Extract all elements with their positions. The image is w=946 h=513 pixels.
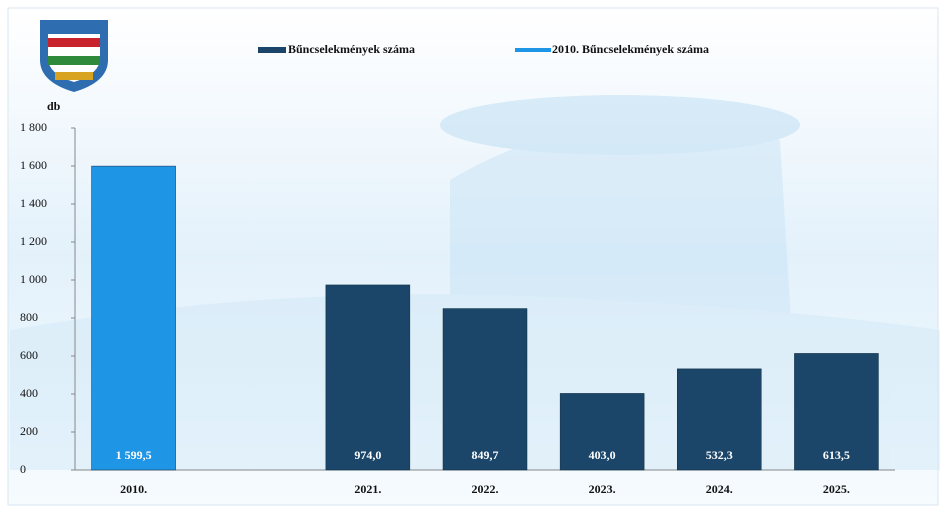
y-tick-label: 1 000	[20, 272, 47, 286]
y-tick-label: 1 200	[20, 234, 47, 248]
y-tick-label: 1 600	[20, 158, 47, 172]
chart: db 0 200 400 600 800 1 000 1 200 1 400 1 600 1 80…	[0, 0, 946, 513]
y-tick-label: 400	[20, 386, 38, 400]
bar	[326, 285, 410, 470]
legend-swatch	[258, 47, 286, 53]
legend-label: Bűncselekmények száma	[288, 42, 415, 56]
value-label: 1 599,5	[116, 448, 152, 462]
y-tick-label: 800	[20, 310, 38, 324]
value-label: 532,3	[706, 448, 733, 462]
y-tick-label: 200	[20, 424, 38, 438]
y-tick-label: 600	[20, 348, 38, 362]
x-tick-label: 2021.	[354, 482, 381, 496]
y-axis-label: db	[47, 99, 61, 113]
value-label: 613,5	[823, 448, 850, 462]
value-label: 849,7	[472, 448, 499, 462]
y-tick-label: 0	[20, 462, 26, 476]
legend-label: 2010. Bűncselekmények száma	[552, 42, 709, 56]
x-tick-label: 2025.	[823, 482, 850, 496]
x-tick-label: 2022.	[472, 482, 499, 496]
y-tick-label: 1 800	[20, 120, 47, 134]
value-label: 403,0	[589, 448, 616, 462]
bar	[443, 309, 527, 470]
page: {"chart_data": {"type": "bar", "y_axis_l…	[0, 0, 946, 513]
bar	[92, 166, 176, 470]
legend-swatch	[515, 48, 551, 52]
x-tick-label: 2023.	[589, 482, 616, 496]
value-label: 974,0	[354, 448, 381, 462]
x-tick-label: 2024.	[706, 482, 733, 496]
x-tick-label: 2010.	[120, 482, 147, 496]
y-tick-label: 1 400	[20, 196, 47, 210]
